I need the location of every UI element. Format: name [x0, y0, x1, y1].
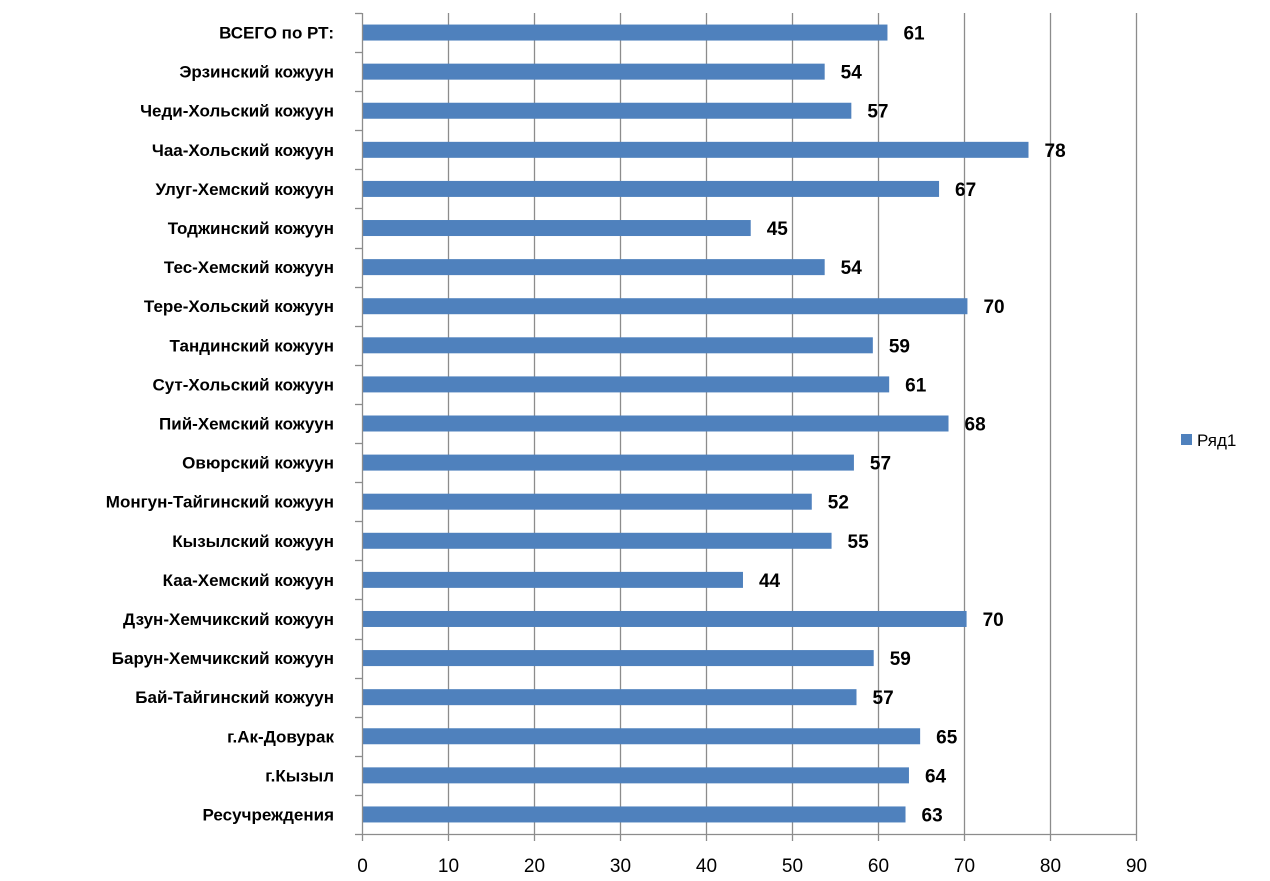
data-label-1: 61: [903, 24, 925, 45]
x-tick-label-20: 20: [524, 856, 545, 877]
category-label-16: Дзун-Хемчикский кожуун: [123, 610, 334, 629]
bar-16: [362, 610, 967, 627]
category-label-20: г.Кызыл: [265, 766, 334, 785]
category-label-6: Тоджинский кожуун: [168, 219, 334, 238]
x-tick-labels: 0 10 20 30 40 50 60 70 80 90: [357, 856, 1147, 877]
bar-15: [362, 571, 743, 588]
category-label-8: Тере-Хольский кожуун: [144, 297, 334, 316]
x-tick-label-90: 90: [1126, 856, 1147, 877]
x-tick-label-30: 30: [610, 856, 631, 877]
legend: Ряд1: [1181, 431, 1236, 450]
category-label-2: Эрзинский кожуун: [179, 63, 334, 82]
bar-12: [362, 454, 854, 471]
legend-label-series-1: Ряд1: [1197, 431, 1236, 450]
bar-5: [362, 180, 940, 197]
bar-13: [362, 493, 812, 510]
category-label-12: Овюрский кожуун: [182, 454, 334, 473]
category-label-7: Тес-Хемский кожуун: [164, 258, 334, 277]
axes: [355, 12, 1138, 841]
data-label-17: 59: [890, 649, 911, 670]
bar-7: [362, 259, 825, 276]
bar-11: [362, 415, 949, 432]
data-label-3: 57: [867, 102, 888, 123]
data-label-6: 45: [767, 219, 789, 240]
data-label-18: 57: [873, 688, 894, 709]
data-label-20: 64: [925, 766, 947, 787]
data-label-16: 70: [983, 610, 1004, 631]
x-tick-label-0: 0: [357, 856, 368, 877]
x-tick-label-10: 10: [438, 856, 459, 877]
data-label-19: 65: [936, 727, 958, 748]
category-label-18: Бай-Тайгинский кожуун: [135, 688, 334, 707]
data-label-2: 54: [841, 63, 863, 84]
category-label-15: Каа-Хемский кожуун: [163, 571, 334, 590]
category-label-11: Пий-Хемский кожуун: [159, 415, 334, 434]
data-label-15: 44: [759, 571, 781, 592]
bar-10: [362, 376, 890, 393]
legend-swatch: [1181, 434, 1192, 445]
bar-18: [362, 689, 857, 706]
category-label-21: Ресучреждения: [203, 805, 334, 824]
data-label-7: 54: [841, 258, 863, 279]
x-tick-label-70: 70: [954, 856, 975, 877]
data-label-14: 55: [848, 532, 870, 553]
category-label-4: Чаа-Хольский кожуун: [152, 141, 334, 160]
category-label-9: Тандинский кожуун: [170, 336, 334, 355]
bar-9: [362, 337, 873, 354]
data-labels: 6154577867455470596168575255447059576564…: [759, 24, 1066, 827]
category-label-14: Кызылский кожуун: [172, 532, 334, 551]
category-label-3: Чеди-Хольский кожуун: [140, 102, 334, 121]
data-label-21: 63: [922, 805, 943, 826]
data-label-13: 52: [828, 493, 849, 514]
bar-1: [362, 24, 888, 41]
category-label-1: ВСЕГО по РТ:: [219, 24, 334, 43]
bar-17: [362, 650, 874, 667]
x-tick-label-40: 40: [696, 856, 717, 877]
bar-19: [362, 728, 921, 745]
bar-20: [362, 767, 909, 784]
x-tick-label-60: 60: [868, 856, 889, 877]
category-label-13: Монгун-Тайгинский кожуун: [106, 493, 334, 512]
category-label-10: Сут-Хольский кожуун: [152, 375, 334, 394]
bar-8: [362, 298, 968, 315]
category-label-17: Барун-Хемчикский кожуун: [112, 649, 334, 668]
bars: [362, 24, 1029, 823]
data-label-12: 57: [870, 454, 891, 475]
bar-2: [362, 63, 825, 80]
data-label-9: 59: [889, 336, 910, 357]
data-label-5: 67: [955, 180, 976, 201]
category-label-5: Улуг-Хемский кожуун: [156, 180, 334, 199]
bar-14: [362, 532, 832, 549]
bar-6: [362, 220, 751, 237]
data-label-4: 78: [1045, 141, 1066, 162]
x-tick-label-80: 80: [1040, 856, 1061, 877]
category-labels: ВСЕГО по РТ: Эрзинский кожуун Чеди-Хольски…: [106, 24, 335, 825]
category-label-19: г.Ак-Довурак: [227, 727, 334, 746]
data-label-10: 61: [905, 375, 927, 396]
data-label-11: 68: [965, 415, 986, 436]
bar-3: [362, 102, 852, 119]
bar-4: [362, 141, 1029, 158]
data-label-8: 70: [983, 297, 1004, 318]
bar-21: [362, 806, 906, 823]
x-tick-label-50: 50: [782, 856, 803, 877]
